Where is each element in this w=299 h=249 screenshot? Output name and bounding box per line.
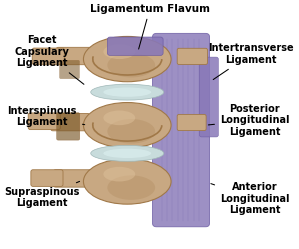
Ellipse shape (91, 84, 164, 100)
Text: Facet
Capsulary
Ligament: Facet Capsulary Ligament (15, 35, 84, 84)
Ellipse shape (107, 175, 155, 200)
Ellipse shape (103, 87, 151, 97)
Ellipse shape (83, 159, 171, 204)
Ellipse shape (107, 119, 155, 144)
FancyBboxPatch shape (152, 33, 210, 227)
FancyBboxPatch shape (177, 114, 206, 130)
Text: Ligamentum Flavum: Ligamentum Flavum (90, 4, 210, 49)
Text: Posterior
Longitudinal
Ligament: Posterior Longitudinal Ligament (208, 104, 289, 137)
FancyBboxPatch shape (31, 170, 63, 187)
FancyBboxPatch shape (28, 113, 60, 129)
FancyBboxPatch shape (177, 48, 208, 64)
FancyBboxPatch shape (56, 47, 95, 65)
FancyBboxPatch shape (32, 48, 64, 65)
Ellipse shape (103, 149, 151, 158)
FancyBboxPatch shape (199, 57, 218, 137)
Ellipse shape (107, 53, 155, 77)
Ellipse shape (83, 36, 171, 82)
FancyBboxPatch shape (60, 60, 80, 79)
Ellipse shape (103, 167, 135, 182)
FancyBboxPatch shape (107, 37, 163, 56)
Ellipse shape (83, 103, 171, 148)
FancyBboxPatch shape (57, 113, 80, 140)
Ellipse shape (103, 44, 135, 59)
Text: Interspinous
Ligament: Interspinous Ligament (7, 106, 85, 127)
FancyBboxPatch shape (51, 114, 90, 131)
Text: Intertransverse
Ligament: Intertransverse Ligament (208, 43, 294, 80)
Ellipse shape (103, 111, 135, 125)
Ellipse shape (91, 145, 164, 161)
Text: Supraspinous
Ligament: Supraspinous Ligament (4, 181, 80, 208)
FancyBboxPatch shape (54, 170, 92, 187)
Text: Anterior
Longitudinal
Ligament: Anterior Longitudinal Ligament (211, 182, 289, 215)
